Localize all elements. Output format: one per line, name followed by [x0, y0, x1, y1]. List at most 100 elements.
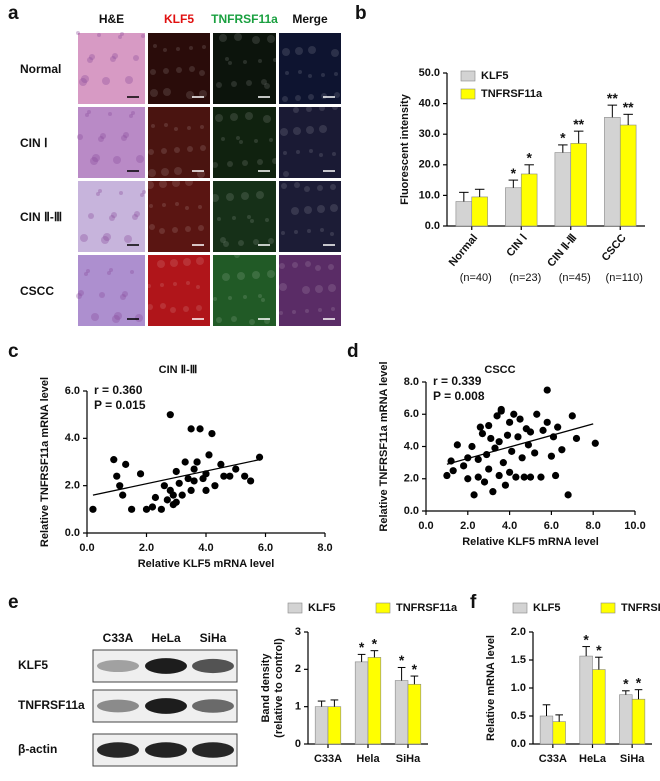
error-bar [607, 104, 618, 118]
point [166, 411, 174, 419]
texture [295, 95, 301, 101]
texture [134, 211, 140, 217]
bar [604, 117, 621, 227]
texture [307, 229, 311, 233]
texture [200, 145, 206, 151]
texture [249, 319, 255, 325]
blot-band [192, 699, 234, 713]
legend-label: KLF5 [481, 70, 509, 82]
texture [86, 269, 90, 273]
texture [148, 149, 154, 155]
point [520, 473, 528, 481]
panel-letter: a [8, 3, 19, 24]
texture [160, 283, 164, 287]
point [464, 475, 472, 483]
texture [231, 81, 237, 87]
texture [130, 270, 134, 274]
texture [162, 203, 166, 207]
texture [294, 182, 300, 188]
point [533, 410, 541, 418]
texture [88, 213, 94, 219]
texture [213, 297, 217, 301]
micrograph [279, 255, 341, 326]
micrograph [148, 33, 210, 104]
blot-band [97, 659, 139, 673]
texture [265, 218, 269, 222]
texture [164, 123, 168, 127]
significance: * [526, 150, 532, 166]
texture [159, 228, 165, 234]
texture [227, 161, 233, 167]
texture [78, 290, 84, 296]
texture [272, 158, 278, 164]
point [460, 462, 468, 470]
texture [196, 257, 204, 265]
texture [294, 230, 298, 234]
bar [471, 196, 488, 227]
texture [131, 111, 135, 115]
texture [243, 295, 247, 299]
texture [321, 93, 327, 99]
texture [124, 235, 132, 243]
legend-label: KLF5 [308, 602, 336, 614]
point [217, 460, 225, 468]
point [160, 482, 168, 490]
texture [110, 56, 116, 62]
significance: * [511, 165, 517, 181]
stat-annotation: P = 0.008 [433, 389, 485, 403]
texture [292, 310, 296, 314]
error-bar [397, 666, 406, 681]
point [495, 471, 503, 480]
error-bar [542, 704, 551, 716]
error-bar [410, 675, 419, 685]
x-tick-label: SiHa [396, 753, 421, 765]
point [543, 386, 551, 394]
column-header: Merge [292, 12, 328, 26]
y-tick-label: 1.5 [511, 654, 526, 666]
texture [304, 206, 312, 214]
texture [199, 90, 207, 98]
texture [175, 202, 179, 206]
error-bar [524, 164, 534, 174]
texture [319, 153, 323, 157]
texture [161, 148, 167, 154]
texture [140, 193, 144, 197]
x-tick-label: 0.0 [79, 542, 94, 554]
point [220, 472, 228, 480]
texture [261, 79, 267, 85]
point [110, 456, 118, 464]
point [503, 431, 512, 439]
texture [252, 271, 260, 279]
point [474, 455, 482, 463]
texture [118, 35, 122, 39]
texture [186, 281, 190, 285]
micrograph [78, 33, 145, 104]
texture [123, 132, 129, 138]
significance: * [372, 635, 378, 651]
texture [80, 234, 88, 242]
texture [223, 241, 229, 247]
point [241, 472, 249, 480]
protein-label: KLF5 [18, 658, 48, 672]
texture [109, 215, 115, 221]
x-axis-label: Relative KLF5 mRNA level [462, 536, 599, 548]
texture [174, 147, 180, 153]
point [202, 486, 210, 494]
point [497, 405, 505, 414]
y-axis-label: Fluorescent intensity [399, 93, 411, 205]
texture [107, 271, 111, 275]
texture [334, 92, 340, 98]
error-bar [634, 689, 643, 700]
texture [231, 316, 237, 322]
point [516, 415, 524, 423]
sample-label: HeLa [151, 631, 181, 645]
protein-label: TNFRSF11a [18, 698, 85, 712]
micrograph [78, 255, 145, 326]
chart-title: CSCC [484, 364, 515, 376]
micrograph [148, 255, 210, 326]
micrograph [213, 33, 276, 104]
legend-swatch [512, 602, 528, 614]
texture [160, 303, 166, 309]
texture [112, 53, 118, 59]
column-header: H&E [99, 12, 124, 26]
